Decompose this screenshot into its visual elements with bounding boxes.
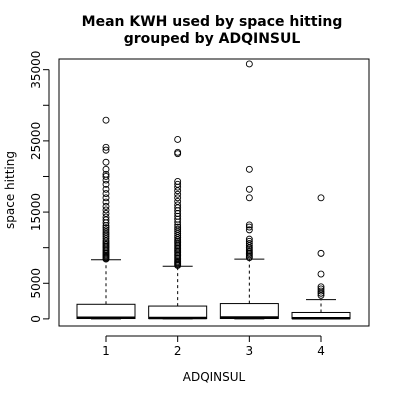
outlier-point [245, 185, 253, 193]
x-tick-label: 3 [246, 344, 254, 358]
outlier-point [174, 178, 182, 185]
y-tick-label: 15000 [29, 193, 43, 231]
outlier-point [102, 198, 110, 206]
outlier-point [102, 180, 110, 188]
y-axis: 0 5000 15000 25000 35000 [29, 51, 50, 323]
outlier-point [102, 226, 110, 234]
outlier-point [245, 226, 253, 234]
outlier-point [245, 223, 253, 231]
outlier-point [245, 60, 253, 68]
x-tick-label: 2 [174, 344, 182, 358]
box-group-1 [76, 116, 136, 320]
outlier-point [102, 190, 110, 198]
outlier-point [102, 194, 110, 202]
box-iqr [148, 305, 208, 320]
outlier-point [317, 249, 325, 257]
x-tick-label: 4 [317, 344, 325, 358]
box-group-4 [291, 194, 351, 320]
outlier-point [245, 194, 253, 202]
y-tick-label: 35000 [29, 51, 43, 89]
outlier-point [174, 148, 182, 156]
outlier-point [245, 237, 253, 245]
outlier-point [245, 239, 253, 247]
boxes-layer [76, 60, 351, 320]
plot-frame [58, 58, 370, 327]
outlier-point [245, 165, 253, 173]
outlier-point [102, 224, 110, 232]
outlier-point [102, 206, 110, 214]
outlier-point [317, 283, 325, 291]
outlier-point [102, 165, 110, 173]
outlier-point [102, 173, 110, 180]
box-iqr [76, 303, 136, 320]
y-tick-label: 25000 [29, 122, 43, 160]
outlier-point [102, 213, 110, 221]
box-group-3 [219, 60, 279, 320]
outlier-point [174, 197, 182, 205]
y-tick-label: 5000 [29, 268, 43, 299]
outlier-point [317, 285, 325, 293]
outlier-point [174, 136, 182, 143]
outlier-point [174, 201, 182, 209]
outlier-point [174, 225, 182, 233]
outlier-point [102, 202, 110, 210]
outlier-point [102, 146, 110, 154]
outlier-point [245, 221, 253, 229]
box-group-2 [148, 136, 208, 320]
outlier-point [174, 223, 182, 231]
outlier-point [102, 116, 110, 124]
outlier-point [317, 287, 325, 295]
outlier-point [102, 170, 110, 178]
x-tick-label: 1 [102, 344, 110, 358]
x-axis: 1 2 3 4 [102, 335, 325, 358]
y-tick-label: 0 [29, 315, 43, 323]
outlier-point [245, 235, 253, 243]
outlier-point [102, 185, 110, 193]
x-axis-label: ADQINSUL [183, 370, 246, 384]
outlier-point [102, 210, 110, 217]
outlier-point [102, 158, 110, 166]
y-axis-label: space hitting [3, 151, 17, 229]
chart-title-line1: Mean KWH used by space hitting [82, 14, 343, 30]
outlier-point [174, 190, 182, 198]
outlier-point [174, 150, 182, 158]
outlier-point [317, 270, 325, 278]
outlier-point [174, 180, 182, 188]
outlier-point [102, 143, 110, 151]
outlier-point [174, 194, 182, 202]
outlier-point [317, 194, 325, 202]
chart-title-line2: grouped by ADQINSUL [124, 31, 301, 47]
